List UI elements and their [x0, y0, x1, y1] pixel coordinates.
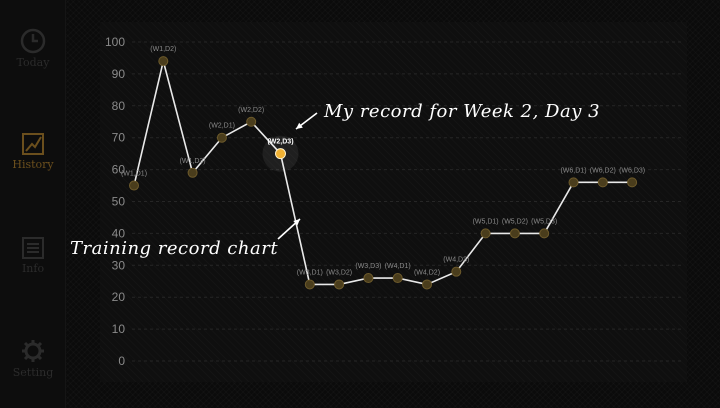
data-point [597, 177, 608, 188]
point-label: (W1,D1) [121, 171, 147, 178]
clock-icon [20, 28, 46, 54]
annotation-record: My record for Week 2, Day 3 [324, 101, 601, 122]
point-label: (W5,D2) [502, 218, 528, 225]
y-tick-label: 80 [112, 99, 126, 113]
data-point [480, 228, 491, 239]
point-label: (W6,D3) [619, 167, 645, 174]
y-tick-label: 0 [118, 354, 125, 368]
data-point [568, 177, 579, 188]
nav-info-label: Info [21, 262, 45, 275]
y-tick-label: 90 [112, 67, 126, 81]
y-tick-label: 20 [112, 290, 126, 304]
point-label: (W4,D3) [443, 257, 469, 264]
data-point [627, 177, 638, 188]
data-point [539, 228, 550, 239]
data-point [187, 167, 198, 178]
point-label: (W1,D3) [180, 158, 206, 165]
data-point [129, 180, 139, 191]
y-tick-label: 100 [105, 35, 125, 49]
point-label: (W1,D2) [150, 46, 176, 53]
annotation-chart: Training record chart [70, 238, 279, 259]
nav-setting[interactable]: Setting [0, 338, 66, 379]
data-point [392, 273, 403, 284]
point-label: (W2,D1) [209, 123, 235, 130]
document-icon [22, 237, 44, 259]
point-label: (W3,D3) [355, 263, 381, 270]
annotation-record-arrow-head [296, 122, 303, 129]
nav-history-label: History [12, 158, 54, 171]
highlight-point [275, 148, 286, 160]
annotation-chart-arrow-head [293, 219, 300, 226]
nav-setting-label: Setting [12, 366, 54, 379]
y-tick-label: 60 [112, 163, 126, 177]
point-label: (W5,D1) [473, 218, 499, 225]
y-tick-label: 30 [112, 258, 126, 272]
point-label: (W2,D2) [238, 107, 264, 114]
point-label: (W2,D3) [267, 139, 293, 146]
y-tick-label: 40 [112, 226, 126, 240]
data-point [334, 279, 345, 290]
chart-icon [22, 133, 44, 155]
nav-history[interactable]: History [0, 132, 66, 171]
data-point [304, 279, 315, 290]
nav-info[interactable]: Info [0, 236, 66, 275]
data-point [422, 279, 432, 290]
data-point [509, 228, 520, 239]
point-label: (W3,D1) [297, 269, 323, 276]
data-point [363, 273, 374, 284]
point-label: (W6,D1) [560, 167, 586, 174]
y-tick-label: 70 [112, 131, 126, 145]
sidebar-nav: Today History Info Setting [0, 0, 66, 408]
point-label: (W6,D2) [590, 167, 616, 174]
data-point [451, 266, 462, 277]
y-tick-label: 50 [112, 195, 126, 209]
point-label: (W3,D2) [326, 269, 352, 276]
data-point [246, 116, 257, 127]
y-tick-label: 10 [112, 322, 126, 336]
point-label: (W5,D3) [531, 218, 557, 225]
data-point [216, 132, 227, 143]
data-point [158, 56, 169, 67]
nav-today[interactable]: Today [0, 28, 66, 69]
point-label: (W4,D2) [414, 269, 440, 276]
chart-plot-area [100, 22, 687, 382]
nav-today-label: Today [16, 56, 50, 69]
gear-icon [22, 340, 44, 362]
point-label: (W4,D1) [385, 263, 411, 270]
series-line [133, 60, 633, 286]
